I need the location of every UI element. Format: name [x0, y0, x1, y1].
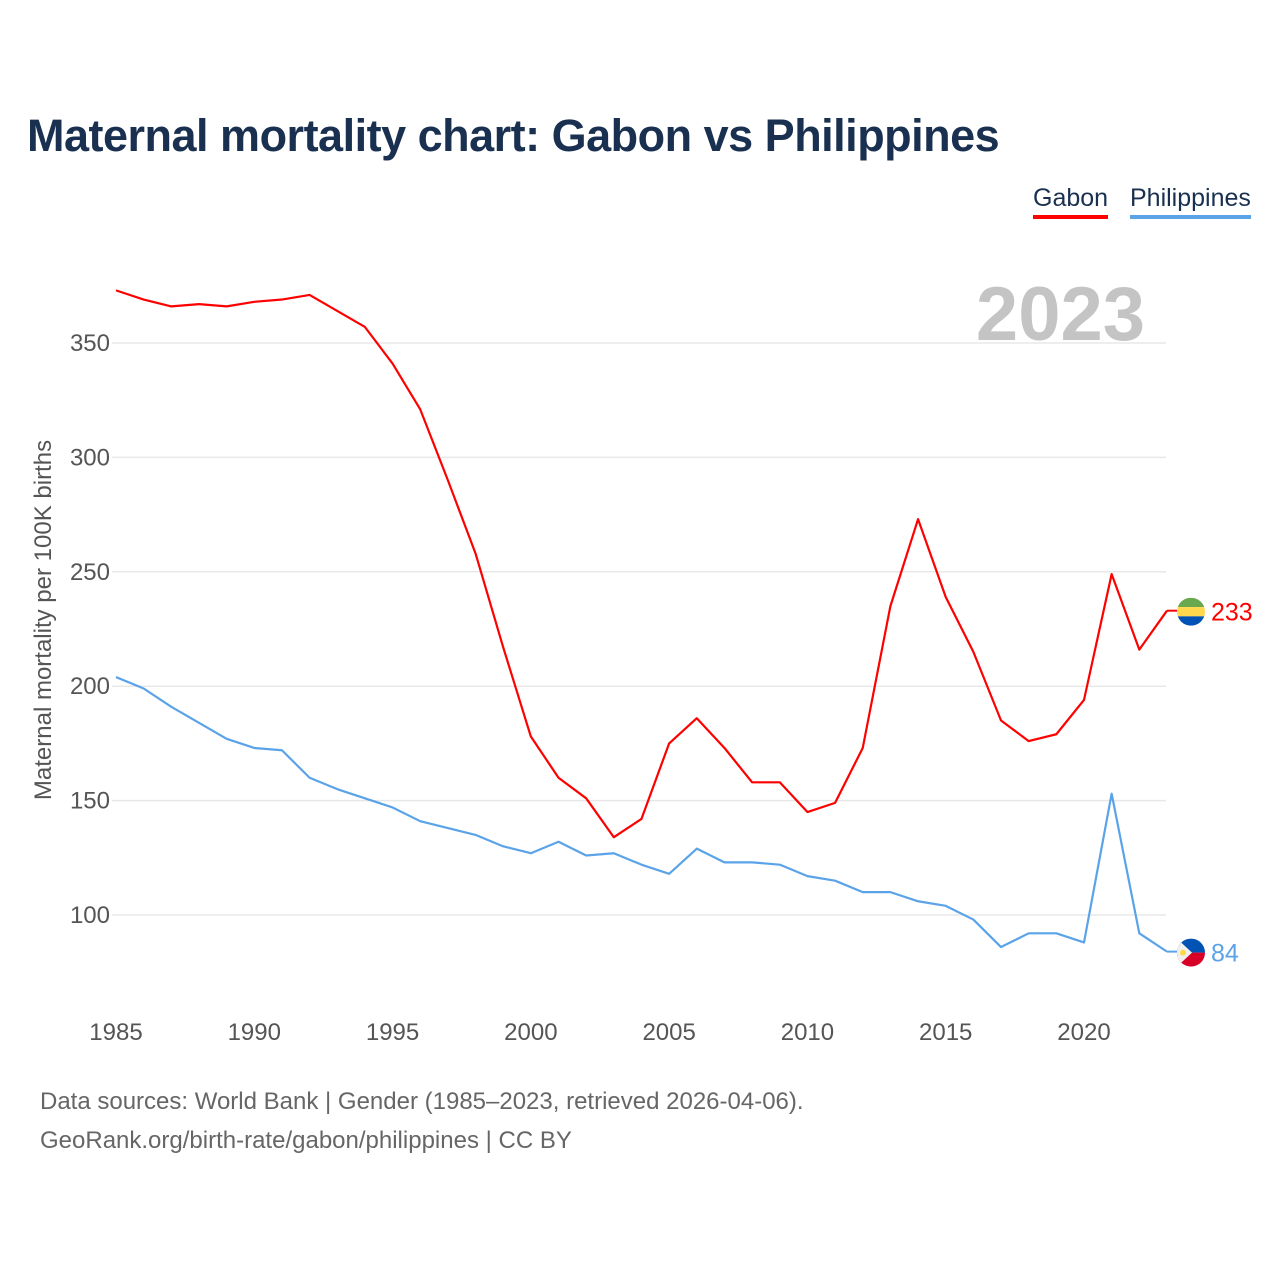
x-tick-label: 1985 [89, 1019, 142, 1046]
flag-body [1177, 597, 1205, 626]
y-tick-label: 300 [70, 444, 110, 471]
x-tick-label: 2015 [919, 1019, 972, 1046]
chart-title: Maternal mortality chart: Gabon vs Phili… [27, 110, 1000, 161]
series-line-gabon [115, 289, 1168, 839]
x-tick-label: 2000 [504, 1019, 557, 1046]
flag-stripe-blue [1177, 616, 1205, 626]
footer-source: Data sources: World Bank | Gender (1985–… [40, 1088, 804, 1115]
y-tick-label: 350 [70, 330, 110, 357]
x-tick-label: 2020 [1057, 1019, 1110, 1046]
end-value-label: 84 [1211, 940, 1239, 968]
legend-gabon[interactable]: Gabon [1033, 184, 1109, 219]
end-value-label: 233 [1211, 599, 1253, 627]
flag-body [1177, 938, 1205, 967]
y-tick-label: 250 [70, 559, 110, 586]
flag-stripe-yellow [1177, 607, 1205, 617]
x-tick-label: 2005 [642, 1019, 695, 1046]
y-tick-label: 150 [70, 788, 110, 815]
y-tick-label: 100 [70, 902, 110, 929]
x-tick-label: 2010 [781, 1019, 834, 1046]
x-tick-label: 1995 [366, 1019, 419, 1046]
x-tick-label: 1990 [228, 1019, 281, 1046]
flag-sun [1180, 949, 1186, 956]
footer-link[interactable]: GeoRank.org/birth-rate/gabon/philippines… [40, 1127, 572, 1154]
flag-stripe-green [1177, 597, 1205, 608]
gabon-flag-icon [1177, 597, 1205, 626]
y-axis-label: Maternal mortality per 100K births [30, 440, 57, 800]
year-label: 2023 [976, 272, 1145, 357]
series-line-philippines [115, 676, 1168, 953]
philippines-flag-icon [1177, 938, 1205, 967]
y-tick-label: 200 [70, 673, 110, 700]
legend-philippines[interactable]: Philippines [1130, 184, 1251, 219]
